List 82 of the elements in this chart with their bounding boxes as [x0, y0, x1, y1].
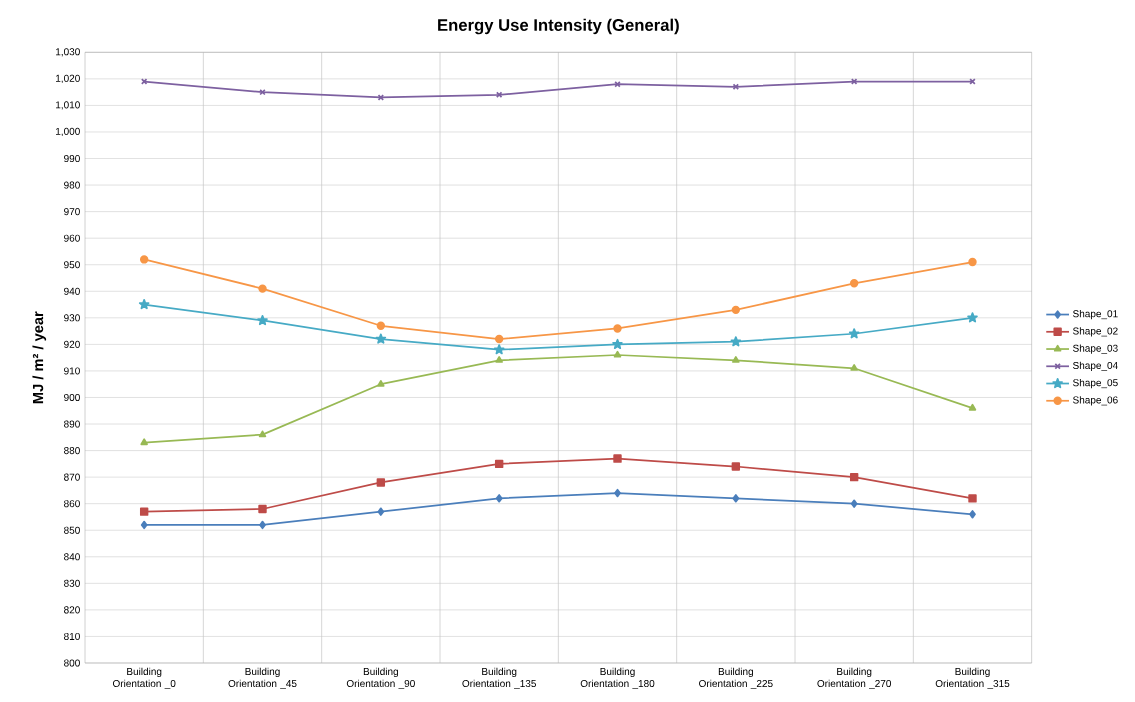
- y-tick-label: 880: [64, 447, 80, 455]
- legend-label: Shape_02: [1073, 327, 1118, 337]
- point: [495, 494, 503, 503]
- legend-label: Shape_05: [1073, 378, 1118, 389]
- point: [258, 504, 267, 514]
- point: [375, 333, 387, 344]
- point: [140, 520, 148, 530]
- point: [377, 380, 385, 387]
- point: [377, 507, 385, 516]
- chart-title: Energy Use Intensity (General): [438, 18, 679, 35]
- point: [613, 350, 622, 358]
- y-tick-label: 820: [64, 606, 80, 614]
- point: [612, 338, 623, 350]
- point: [376, 321, 386, 330]
- point: [849, 472, 859, 482]
- point: [731, 305, 741, 315]
- point: [850, 499, 858, 508]
- x-tick-label: Building Orientation _135: [462, 667, 536, 689]
- point: [376, 478, 386, 487]
- point: [494, 334, 504, 344]
- point: [731, 462, 741, 471]
- y-tick-label: 1,010: [56, 101, 80, 110]
- x-tick-label: Building Orientation _0: [112, 667, 176, 689]
- point: [968, 403, 977, 411]
- point: [138, 299, 150, 310]
- x-tick-label: Building Orientation _90: [346, 667, 415, 689]
- y-tick-label: 960: [64, 234, 80, 242]
- point: [258, 284, 267, 293]
- y-tick-label: 860: [64, 500, 80, 508]
- point: [730, 336, 742, 347]
- y-tick-label: 840: [64, 553, 80, 561]
- point: [732, 494, 740, 503]
- y-tick-label: 850: [64, 526, 80, 534]
- point: [258, 430, 267, 438]
- point: [493, 344, 505, 355]
- y-tick-label: 1,000: [56, 127, 80, 137]
- point: [494, 459, 504, 469]
- y-tick-label: 980: [64, 181, 80, 189]
- y-tick-label: 950: [64, 261, 80, 269]
- legend-label: Shape_04: [1073, 361, 1118, 371]
- point: [139, 255, 149, 264]
- point: [850, 364, 858, 371]
- x-tick-label: Building Orientation _270: [817, 667, 892, 689]
- point: [732, 356, 740, 363]
- y-tick-label: 990: [64, 154, 80, 163]
- point: [257, 314, 268, 326]
- point: [848, 328, 860, 339]
- y-tick-label: 830: [64, 579, 80, 587]
- y-tick-label: 810: [64, 632, 80, 640]
- y-tick-label: 940: [64, 287, 80, 295]
- point: [613, 454, 622, 463]
- legend-label: Shape_03: [1073, 344, 1118, 354]
- y-tick-label: 1,020: [56, 74, 80, 83]
- point: [614, 488, 621, 498]
- point: [849, 279, 859, 288]
- y-axis-title: MJ / m² / year: [32, 311, 47, 404]
- point: [259, 520, 266, 530]
- point: [967, 312, 978, 323]
- point: [969, 510, 976, 519]
- legend-label: Shape_06: [1073, 396, 1118, 406]
- x-tick-label: Building Orientation _180: [580, 667, 655, 689]
- y-tick-label: 890: [64, 420, 80, 428]
- y-tick-label: 1,030: [56, 48, 80, 57]
- point: [968, 494, 977, 503]
- y-tick-label: 910: [64, 367, 80, 375]
- y-tick-label: 920: [64, 340, 80, 348]
- x-tick-label: Building Orientation _45: [228, 667, 297, 689]
- point: [139, 507, 149, 516]
- x-tick-label: Building Orientation _225: [699, 667, 773, 689]
- y-tick-label: 900: [64, 393, 80, 402]
- point: [613, 324, 622, 333]
- y-tick-label: 800: [64, 659, 80, 667]
- y-tick-label: 970: [64, 208, 80, 216]
- point: [495, 91, 503, 99]
- legend-label: Shape_01: [1073, 309, 1118, 320]
- y-tick-label: 930: [64, 314, 80, 322]
- point: [732, 83, 740, 91]
- x-tick-label: Building Orientation _315: [935, 667, 1010, 689]
- point: [495, 356, 503, 363]
- point: [968, 257, 977, 267]
- point: [140, 438, 148, 446]
- y-tick-label: 870: [64, 473, 80, 481]
